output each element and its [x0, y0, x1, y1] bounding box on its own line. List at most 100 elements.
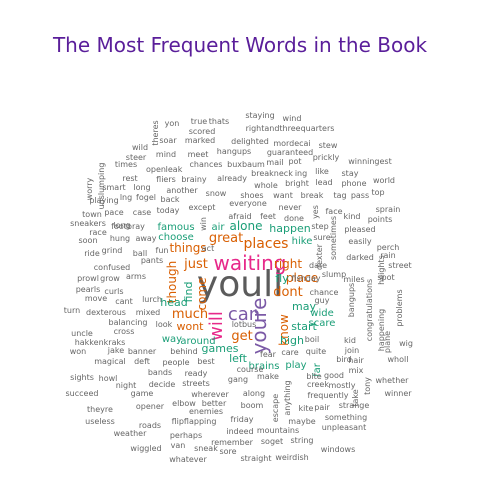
word-fly: fly — [275, 272, 289, 285]
word-leak: leak — [166, 165, 183, 174]
word-buxbaum: buxbaum — [227, 160, 265, 169]
word-win: win — [199, 217, 208, 231]
word-mountains: mountains — [257, 426, 299, 435]
word-dare: dare — [309, 261, 327, 270]
word-care: care — [281, 348, 298, 357]
word-mixed: mixed — [136, 308, 161, 317]
word-confused: confused — [94, 263, 130, 272]
word-will: will — [206, 311, 227, 341]
word-high: high — [280, 334, 304, 347]
word-town: town — [82, 210, 102, 219]
word-open: open — [146, 165, 166, 174]
word-meet: meet — [188, 150, 209, 159]
word-lurch: lurch — [142, 295, 162, 304]
word-places: places — [244, 236, 289, 252]
word-break: break — [301, 191, 324, 200]
word-indeed: indeed — [226, 427, 253, 436]
word-though: though — [165, 261, 179, 303]
word-know: know — [277, 314, 291, 346]
word-escape: escape — [271, 394, 280, 422]
word-take: take — [351, 389, 360, 406]
word-remember: remember — [211, 438, 254, 447]
word-fear: fear — [260, 350, 277, 359]
word-friday: friday — [230, 415, 253, 424]
word-air: air — [211, 222, 225, 233]
word-sometimes: sometimes — [329, 216, 338, 260]
word-tony: tony — [363, 377, 372, 395]
word-wont: wont — [176, 320, 204, 333]
word-mail: mail — [266, 158, 283, 167]
word-come: come — [195, 277, 209, 310]
word-jake: jake — [107, 346, 124, 355]
word-scored: scored — [189, 127, 216, 136]
word-face: face — [325, 207, 342, 216]
word-case: case — [133, 208, 151, 217]
word-gang: gang — [228, 375, 248, 384]
word-may: may — [292, 300, 316, 313]
word-bird: bird — [336, 355, 352, 364]
word-balancing: balancing — [109, 318, 148, 327]
word-join: join — [344, 346, 359, 355]
word-rest: rest — [122, 174, 137, 183]
word-congratulations: congratulations — [365, 279, 374, 341]
word-night: night — [116, 381, 137, 390]
word-snow: snow — [206, 189, 227, 198]
word-easily: easily — [348, 237, 371, 246]
word-happening: happening — [377, 309, 386, 352]
word-hike: hike — [292, 236, 313, 247]
word-wig: wig — [399, 339, 413, 348]
word-darked: darked — [346, 253, 374, 262]
word-marked: marked — [185, 136, 215, 145]
word-theyre: theyre — [87, 405, 113, 414]
word-perhaps: perhaps — [170, 431, 202, 440]
word-flipflapping: flipflapping — [172, 417, 217, 426]
word-sore: sore — [219, 447, 236, 456]
word-chances: chances — [190, 160, 223, 169]
word-top: top — [371, 188, 384, 197]
word-useless: useless — [85, 417, 115, 426]
word-brainy: brainy — [181, 175, 207, 184]
word-want: want — [273, 191, 293, 200]
word-fishday: fishday — [292, 274, 321, 283]
word-straight: straight — [240, 454, 271, 463]
word-sneakers: sneakers — [70, 219, 106, 228]
word-feet: feet — [260, 212, 276, 221]
word-winner: winner — [384, 389, 412, 398]
word-back: back — [160, 195, 179, 204]
word-better: better — [202, 399, 227, 408]
word-banner: banner — [128, 347, 157, 356]
word-done: done — [284, 214, 304, 223]
word-course: course — [237, 365, 264, 374]
word-wherever: wherever — [191, 390, 229, 399]
word-mind: mind — [156, 150, 176, 159]
word-won: won — [70, 347, 87, 356]
word-breakneck: breakneck — [251, 169, 293, 178]
word-along: along — [243, 389, 265, 398]
word-make: make — [257, 372, 279, 381]
word-behind: behind — [170, 347, 197, 356]
word-long: long — [133, 183, 150, 192]
word-youll: youll — [197, 264, 283, 305]
word-magical: magical — [94, 357, 126, 366]
word-weather: weather — [114, 429, 147, 438]
word-problems: problems — [395, 289, 404, 326]
word-pass: pass — [351, 191, 369, 200]
word-creek: creek — [307, 380, 329, 389]
word-hung: hung — [110, 234, 130, 243]
word-far: far — [312, 362, 323, 377]
word-roads: roads — [139, 421, 161, 430]
word-afraid: afraid — [228, 212, 251, 221]
word-dexter: dexter — [315, 243, 324, 270]
word-sights: sights — [70, 373, 94, 382]
word-theres: theres — [151, 120, 160, 145]
word-cant: cant — [115, 297, 133, 306]
word-game: game — [131, 389, 154, 398]
word-dexterous: dexterous — [86, 308, 126, 317]
word-things: things — [169, 241, 206, 255]
word-pants: pants — [141, 256, 163, 265]
word-chance: chance — [310, 288, 339, 297]
word-ready: ready — [185, 369, 208, 378]
word-never: never — [279, 203, 303, 212]
word-decide: decide — [149, 380, 176, 389]
